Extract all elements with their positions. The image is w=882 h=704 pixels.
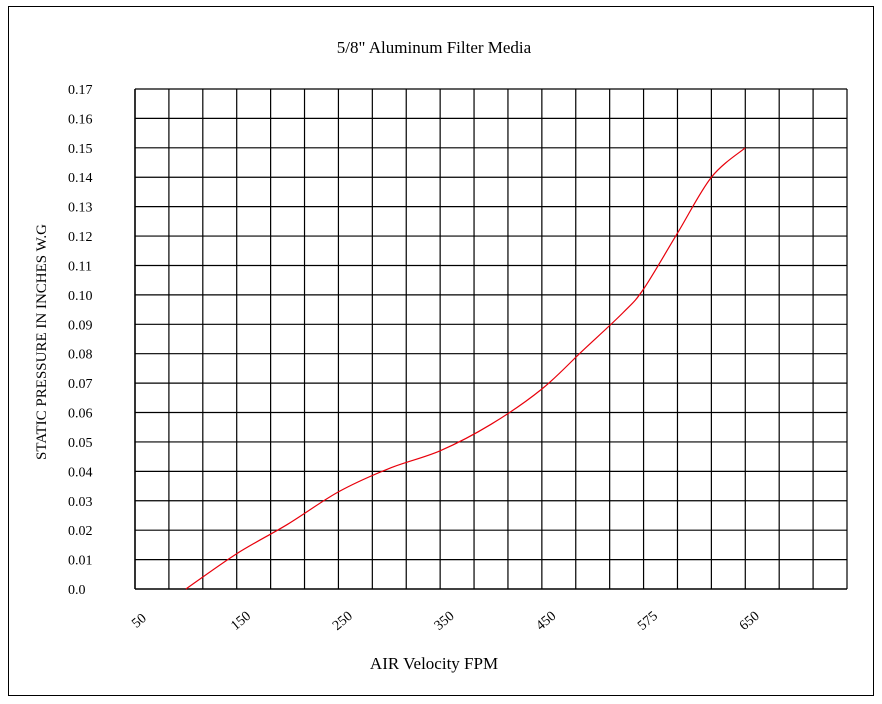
x-tick-label: 50 (129, 611, 149, 631)
y-tick-labels: 0.0 0.01 0.02 0.03 0.04 0.05 0.06 0.07 0.08 0.09 0… (68, 83, 93, 598)
grid (134, 88, 848, 590)
y-tick-label: 0.17 (68, 83, 93, 98)
x-tick-label: 450 (534, 609, 560, 634)
y-tick-label: 0.01 (68, 554, 93, 569)
y-tick-label: 0.16 (68, 112, 93, 127)
y-tick-label: 0.06 (68, 407, 93, 422)
y-tick-label: 0.05 (68, 436, 93, 451)
x-tick-label: 250 (330, 609, 356, 634)
chart-frame: 5/8" Aluminum Filter Media STATIC PRESSU… (8, 6, 874, 696)
y-tick-label: 0.15 (68, 142, 93, 157)
line-chart: 5/8" Aluminum Filter Media STATIC PRESSU… (34, 38, 848, 673)
y-tick-label: 0.11 (68, 259, 92, 274)
pressure-curve (185, 147, 746, 590)
chart-title: 5/8" Aluminum Filter Media (337, 38, 532, 57)
y-tick-label: 0.10 (68, 289, 93, 304)
y-tick-label: 0.09 (68, 318, 93, 333)
y-tick-label: 0.12 (68, 230, 93, 245)
x-tick-labels: 50 150 250 350 450 575 650 (129, 609, 762, 634)
y-tick-label: 0.08 (68, 348, 93, 363)
y-tick-label: 0.07 (68, 377, 93, 392)
y-tick-label: 0.0 (68, 583, 86, 598)
x-tick-label: 150 (228, 609, 254, 634)
x-axis-label: AIR Velocity FPM (370, 654, 498, 673)
y-tick-label: 0.13 (68, 201, 93, 216)
y-tick-label: 0.04 (68, 465, 93, 480)
x-tick-label: 650 (737, 609, 763, 634)
y-tick-label: 0.02 (68, 524, 93, 539)
x-tick-label: 350 (432, 609, 458, 634)
y-tick-label: 0.03 (68, 495, 93, 510)
y-axis-label: STATIC PRESSURE IN INCHES W.G (34, 224, 50, 460)
y-tick-label: 0.14 (68, 171, 93, 186)
x-tick-label: 575 (635, 609, 661, 634)
